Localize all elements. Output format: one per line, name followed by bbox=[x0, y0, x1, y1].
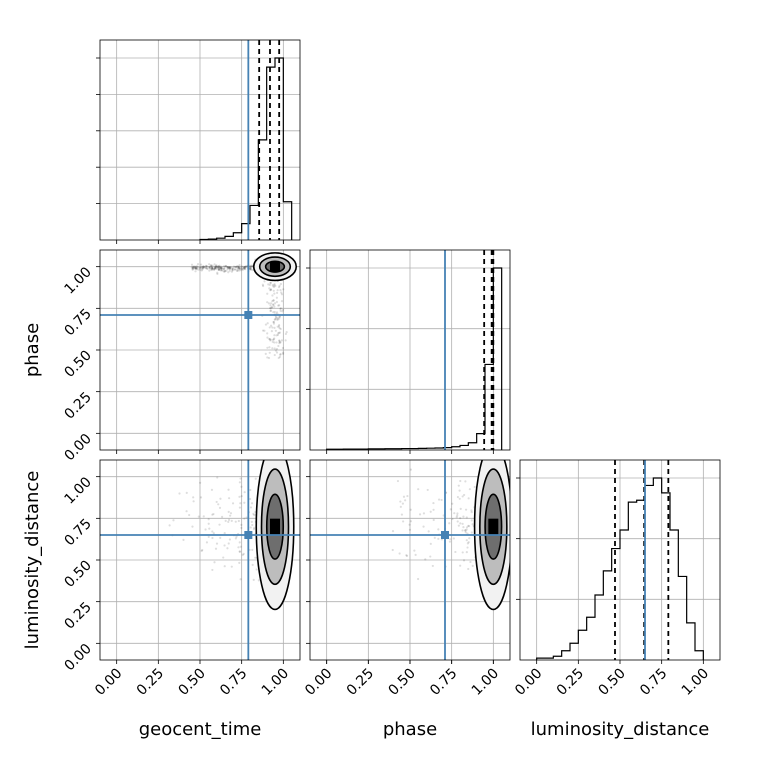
x-tick-label: 1.00 bbox=[679, 666, 712, 699]
y-tick-label: 0.00 bbox=[61, 431, 94, 464]
y-tick-label: 1.00 bbox=[61, 264, 94, 297]
x-tick-label: 0.75 bbox=[217, 666, 250, 699]
y-tick-label: 0.25 bbox=[61, 389, 94, 422]
y-tick-label: 0.00 bbox=[61, 641, 94, 674]
y-tick-label: 0.25 bbox=[61, 599, 94, 632]
y-tick-label: 0.75 bbox=[61, 306, 94, 339]
x-tick-label: 0.25 bbox=[554, 666, 587, 699]
x-tick-label: 1.00 bbox=[259, 666, 292, 699]
truth-marker bbox=[244, 531, 253, 539]
histogram-geocent_time bbox=[199, 57, 293, 240]
x-axis-label-phase: phase bbox=[383, 719, 437, 740]
scatter-phase-luminosity_distance bbox=[310, 460, 510, 660]
y-tick-label: 0.75 bbox=[61, 516, 94, 549]
x-axis-label-luminosity_distance: luminosity_distance bbox=[531, 719, 710, 740]
x-tick-label: 0.00 bbox=[92, 666, 125, 699]
grid-2-2 bbox=[516, 460, 720, 660]
y-tick-label: 0.50 bbox=[61, 348, 94, 381]
y-tick-label: 1.00 bbox=[61, 474, 94, 507]
x-tick-label: 0.75 bbox=[427, 666, 460, 699]
y-axis-label-phase: phase bbox=[22, 323, 43, 377]
x-tick-label: 0.00 bbox=[512, 666, 545, 699]
y-axis-label-luminosity_distance: luminosity_distance bbox=[22, 471, 43, 650]
truth-marker bbox=[441, 531, 449, 539]
x-tick-label: 0.25 bbox=[344, 666, 377, 699]
scatter-geocent_time-phase bbox=[100, 250, 300, 450]
x-tick-label: 0.50 bbox=[385, 666, 418, 699]
x-tick-label: 0.00 bbox=[302, 666, 335, 699]
x-tick-label: 0.25 bbox=[134, 666, 167, 699]
density-peak bbox=[270, 261, 280, 272]
x-tick-label: 0.50 bbox=[595, 666, 628, 699]
grid-1-0 bbox=[100, 250, 300, 450]
x-tick-label: 0.75 bbox=[637, 666, 670, 699]
truth-marker bbox=[244, 311, 253, 319]
x-tick-label: 1.00 bbox=[469, 666, 502, 699]
y-tick-label: 0.50 bbox=[61, 558, 94, 591]
grid-1-1 bbox=[306, 250, 510, 450]
density-peak bbox=[270, 518, 280, 535]
density-peak bbox=[488, 518, 499, 535]
histogram-luminosity_distance bbox=[536, 477, 704, 660]
x-axis-label-geocent_time: geocent_time bbox=[139, 719, 262, 740]
scatter-geocent_time-luminosity_distance bbox=[100, 460, 300, 660]
histogram-phase bbox=[326, 267, 503, 450]
x-tick-label: 0.50 bbox=[175, 666, 208, 699]
